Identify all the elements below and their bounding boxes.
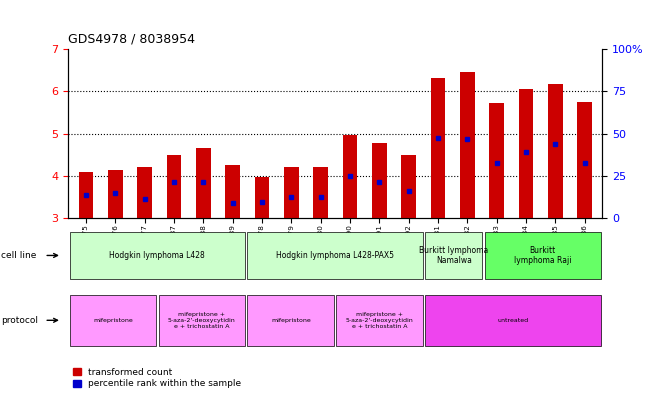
Text: mifepristone +
5-aza-2'-deoxycytidin
e + trichostatin A: mifepristone + 5-aza-2'-deoxycytidin e +… <box>346 312 413 329</box>
Bar <box>247 232 423 279</box>
Bar <box>425 232 482 279</box>
Bar <box>548 84 562 218</box>
Bar <box>70 232 245 279</box>
Bar <box>108 169 122 218</box>
Text: Hodgkin lymphoma L428-PAX5: Hodgkin lymphoma L428-PAX5 <box>276 251 395 260</box>
Bar <box>284 167 299 218</box>
Bar <box>337 295 423 345</box>
Bar <box>313 167 328 218</box>
Bar <box>460 72 475 218</box>
Text: Burkitt lymphoma
Namalwa: Burkitt lymphoma Namalwa <box>419 246 488 265</box>
Bar <box>196 149 211 218</box>
Bar <box>519 89 533 218</box>
Text: protocol: protocol <box>1 316 38 325</box>
Text: mifepristone: mifepristone <box>271 318 311 323</box>
Bar <box>342 135 357 218</box>
Bar <box>430 78 445 218</box>
Bar <box>577 102 592 218</box>
Bar <box>255 177 270 218</box>
Text: mifepristone +
5-aza-2'-deoxycytidin
e + trichostatin A: mifepristone + 5-aza-2'-deoxycytidin e +… <box>168 312 236 329</box>
Bar <box>401 155 416 218</box>
Bar <box>158 295 245 345</box>
Bar <box>490 103 504 218</box>
Text: untreated: untreated <box>497 318 529 323</box>
Bar <box>247 295 334 345</box>
Text: GDS4978 / 8038954: GDS4978 / 8038954 <box>68 32 195 45</box>
Text: cell line: cell line <box>1 251 36 260</box>
Legend: transformed count, percentile rank within the sample: transformed count, percentile rank withi… <box>73 368 242 389</box>
Bar <box>372 143 387 218</box>
Bar <box>137 167 152 218</box>
Text: Burkitt
lymphoma Raji: Burkitt lymphoma Raji <box>514 246 572 265</box>
Bar <box>79 172 93 218</box>
Bar <box>485 232 601 279</box>
Bar <box>167 155 181 218</box>
Text: Hodgkin lymphoma L428: Hodgkin lymphoma L428 <box>109 251 205 260</box>
Bar <box>225 165 240 218</box>
Bar <box>425 295 601 345</box>
Text: mifepristone: mifepristone <box>93 318 133 323</box>
Bar <box>70 295 156 345</box>
